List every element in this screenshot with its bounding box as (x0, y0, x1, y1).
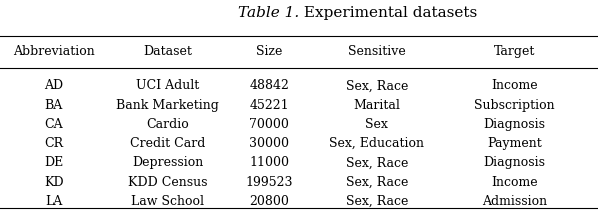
Text: Admission: Admission (482, 195, 547, 208)
Text: Sex, Race: Sex, Race (346, 79, 408, 92)
Text: Diagnosis: Diagnosis (483, 118, 545, 131)
Text: BA: BA (45, 99, 63, 112)
Text: CA: CA (44, 118, 63, 131)
Text: Experimental datasets: Experimental datasets (299, 6, 477, 20)
Text: Marital: Marital (353, 99, 400, 112)
Text: UCI Adult: UCI Adult (136, 79, 199, 92)
Text: 48842: 48842 (249, 79, 289, 92)
Text: LA: LA (45, 195, 62, 208)
Text: Income: Income (491, 79, 538, 92)
Text: Sex: Sex (365, 118, 388, 131)
Text: Diagnosis: Diagnosis (483, 156, 545, 169)
Text: Depression: Depression (132, 156, 203, 169)
Text: Sex, Race: Sex, Race (346, 156, 408, 169)
Text: 30000: 30000 (249, 137, 289, 150)
Text: CR: CR (44, 137, 63, 150)
Text: KD: KD (44, 176, 63, 189)
Text: Credit Card: Credit Card (130, 137, 205, 150)
Text: Income: Income (491, 176, 538, 189)
Text: 70000: 70000 (249, 118, 289, 131)
Text: Payment: Payment (487, 137, 542, 150)
Text: Target: Target (493, 45, 535, 59)
Text: 11000: 11000 (249, 156, 289, 169)
Text: Abbreviation: Abbreviation (13, 45, 94, 59)
Text: DE: DE (44, 156, 63, 169)
Text: Sensitive: Sensitive (348, 45, 405, 59)
Text: Bank Marketing: Bank Marketing (116, 99, 219, 112)
Text: 199523: 199523 (245, 176, 293, 189)
Text: Dataset: Dataset (143, 45, 192, 59)
Text: Subscription: Subscription (474, 99, 554, 112)
Text: 45221: 45221 (249, 99, 289, 112)
Text: Sex, Race: Sex, Race (346, 176, 408, 189)
Text: Sex, Education: Sex, Education (329, 137, 424, 150)
Text: Table 1.: Table 1. (238, 6, 299, 20)
Text: Law School: Law School (131, 195, 204, 208)
Text: AD: AD (44, 79, 63, 92)
Text: KDD Census: KDD Census (128, 176, 207, 189)
Text: Cardio: Cardio (146, 118, 189, 131)
Text: Size: Size (256, 45, 282, 59)
Text: Sex, Race: Sex, Race (346, 195, 408, 208)
Text: 20800: 20800 (249, 195, 289, 208)
